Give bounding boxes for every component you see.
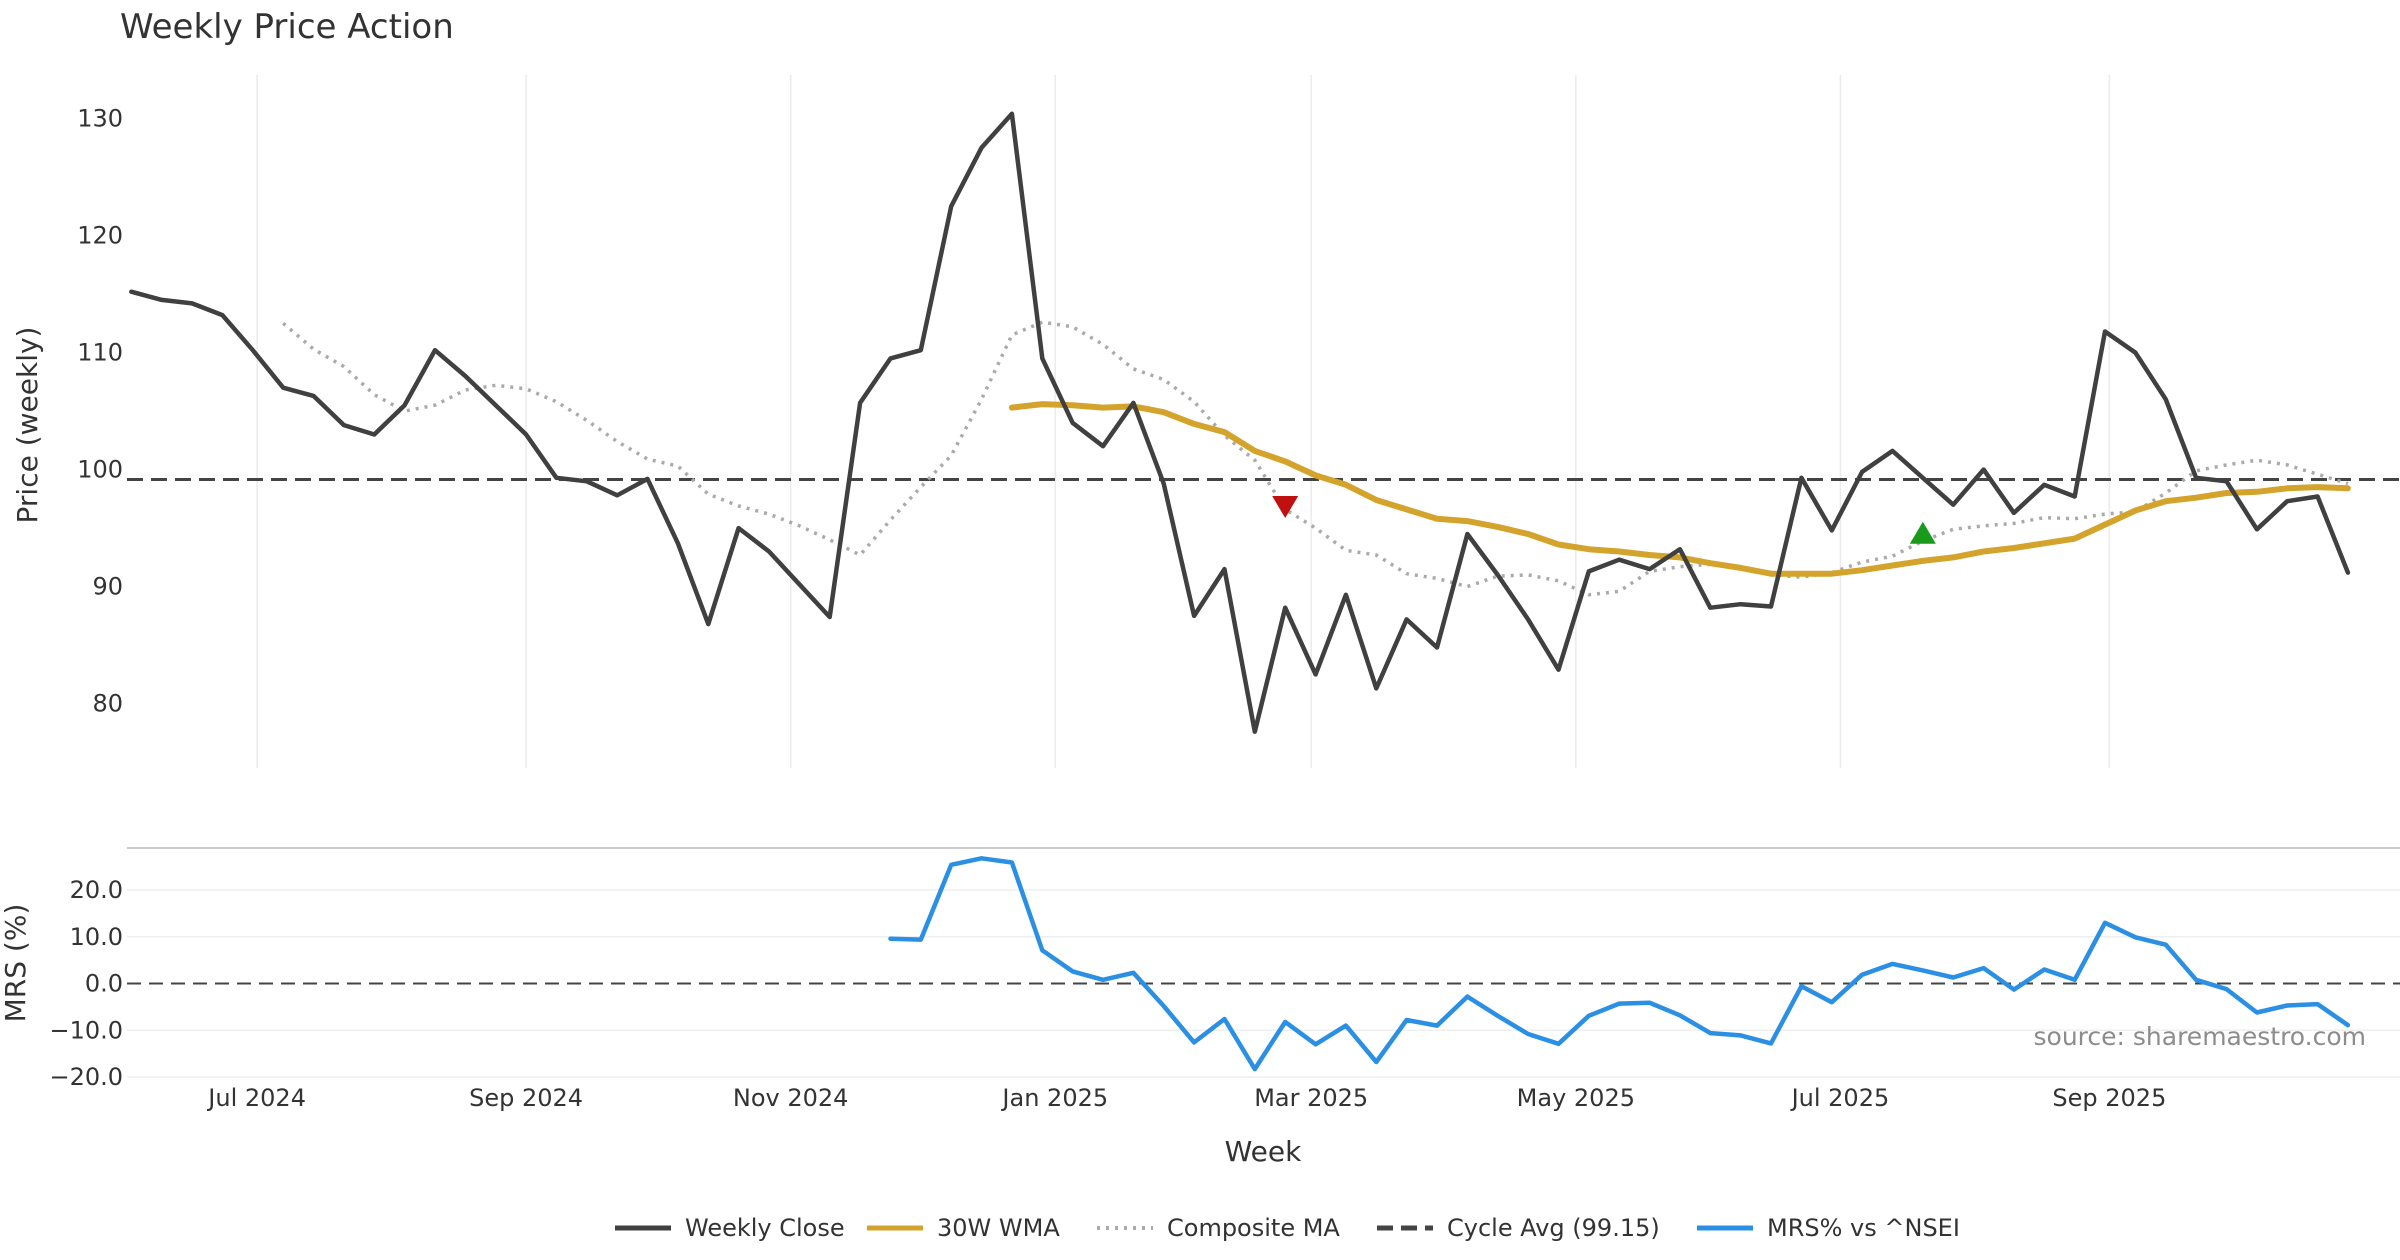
mrs-line (888, 856, 2351, 1072)
x-tick-label: Jul 2025 (1790, 1084, 1890, 1112)
x-tick-label: Jul 2024 (206, 1084, 306, 1112)
price-y-tick-label: 80 (92, 690, 123, 718)
x-tick-label: Nov 2024 (733, 1084, 849, 1112)
legend-label: MRS% vs ^NSEI (1767, 1214, 1960, 1242)
price-y-tick-label: 130 (77, 105, 123, 133)
signal-markers (1272, 496, 1936, 544)
composite-ma-line (282, 320, 2349, 597)
price-y-tick-label: 120 (77, 222, 123, 250)
wma-30w-line (1008, 401, 2351, 577)
buy-signal-marker (1909, 521, 1936, 544)
mrs-axis-label: MRS (%) (0, 904, 32, 1023)
mrs-y-tick-label: 0.0 (85, 970, 123, 998)
mrs-y-tick-label: 20.0 (70, 876, 123, 904)
legend-label: Weekly Close (685, 1214, 845, 1242)
x-tick-label: Jan 2025 (1000, 1084, 1108, 1112)
mrs-y-tick-label: 10.0 (70, 923, 123, 951)
mrs-y-tick-label: −20.0 (49, 1063, 123, 1091)
x-tick-label: Sep 2024 (469, 1084, 583, 1112)
x-axis-label: Week (1225, 1135, 1302, 1168)
weekly-close-line (129, 111, 2351, 734)
sell-signal-marker (1272, 496, 1299, 519)
price-y-tick-label: 100 (77, 456, 123, 484)
legend-label: 30W WMA (937, 1214, 1060, 1242)
chart-title: Weekly Price Action (120, 7, 454, 47)
price-y-tick-label: 110 (77, 339, 123, 367)
x-tick-label: Mar 2025 (1254, 1084, 1368, 1112)
legend-label: Composite MA (1167, 1214, 1340, 1242)
mrs-y-tick-label: −10.0 (49, 1016, 123, 1044)
source-note: source: sharemaestro.com (2034, 1022, 2367, 1051)
series (129, 111, 2351, 1072)
price-axis-label: Price (weekly) (11, 327, 44, 524)
legend: Weekly Close 30W WMA Composite MA Cycle Avg… (615, 1214, 1960, 1242)
legend-label: Cycle Avg (99.15) (1447, 1214, 1660, 1242)
reference-lines (127, 478, 2400, 985)
price-y-tick-label: 90 (92, 573, 123, 601)
grid (127, 75, 2400, 1078)
axes: Jul 2024 Sep 2024 Nov 2024 Jan 2025 Mar 2025… (49, 105, 2166, 1112)
x-tick-label: May 2025 (1517, 1084, 1635, 1112)
x-tick-label: Sep 2025 (2052, 1084, 2166, 1112)
